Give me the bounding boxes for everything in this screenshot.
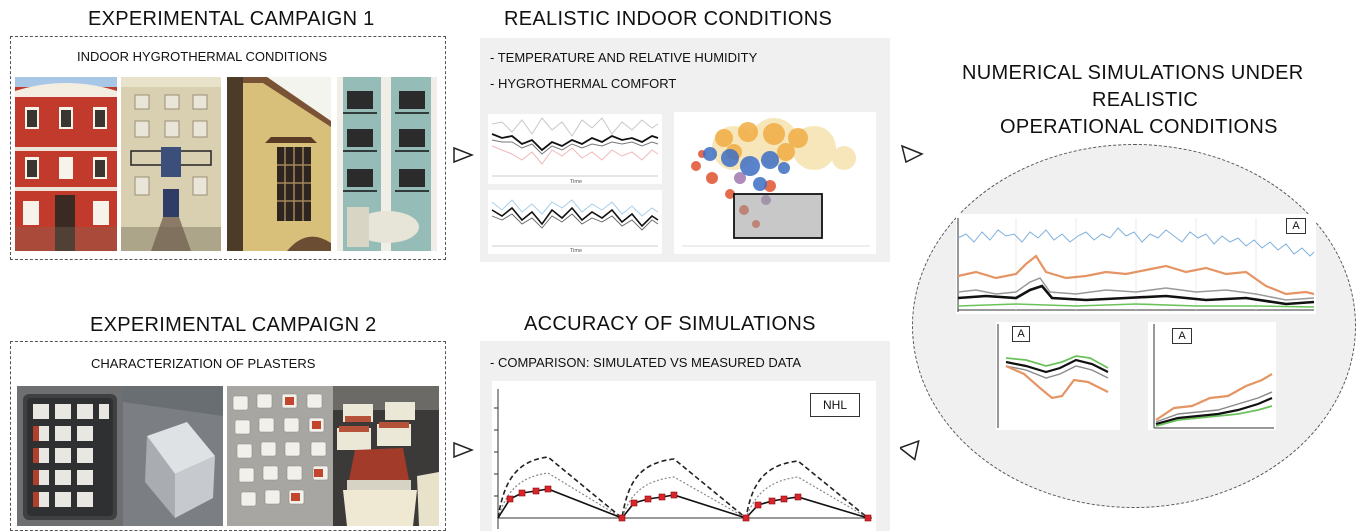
triangle-arrow-icon (452, 441, 474, 459)
temperature-timeseries-chart: Time (488, 114, 662, 184)
triangle-arrow-icon (452, 146, 474, 164)
numerical-title-line-1: NUMERICAL SIMULATIONS UNDER (962, 62, 1304, 84)
tag-a-right: A (1172, 328, 1192, 344)
accuracy-bullet: - COMPARISON: SIMULATED VS MEASURED DATA (490, 355, 802, 370)
time-axis-label-2: Time (570, 248, 582, 254)
campaign2-subtitle: CHARACTERIZATION OF PLASTERS (91, 356, 316, 371)
samples-on-cups-photo (333, 386, 439, 526)
operational-timeseries-chart: A (956, 214, 1316, 314)
building-photo-red (15, 77, 117, 251)
time-axis-label-1: Time (570, 179, 582, 184)
detail-chart-right: A (1148, 322, 1276, 430)
samples-tray-photo (17, 386, 123, 526)
realistic-bullet-2: - HYGROTHERMAL COMFORT (490, 76, 677, 91)
realistic-bullet-1: - TEMPERATURE AND RELATIVE HUMIDITY (490, 50, 758, 65)
nhl-tag: NHL (810, 393, 860, 417)
tag-a-main: A (1286, 218, 1306, 234)
accuracy-panel: - COMPARISON: SIMULATED VS MEASURED DATA… (480, 341, 890, 531)
triangle-arrow-icon (900, 440, 924, 462)
campaign1-frame: INDOOR HYGROTHERMAL CONDITIONS (10, 36, 446, 260)
realistic-title: REALISTIC INDOOR CONDITIONS (504, 8, 833, 30)
tag-a-left: A (1012, 326, 1030, 342)
detail-chart-left: A (996, 322, 1120, 430)
comfort-scatter-chart (674, 112, 876, 254)
campaign2-title: EXPERIMENTAL CAMPAIGN 2 (90, 314, 377, 336)
labeled-samples-photo (227, 386, 333, 526)
campaign1-subtitle: INDOOR HYGROTHERMAL CONDITIONS (77, 49, 328, 64)
building-photo-stone (121, 77, 221, 251)
triangle-arrow-icon (900, 142, 924, 164)
numerical-title-line-2: REALISTIC (1092, 89, 1199, 111)
sealed-sample-photo (123, 386, 223, 526)
campaign1-title: EXPERIMENTAL CAMPAIGN 1 (88, 8, 375, 30)
accuracy-title: ACCURACY OF SIMULATIONS (524, 313, 816, 335)
humidity-timeseries-chart: Time (488, 190, 662, 254)
campaign2-frame: CHARACTERIZATION OF PLASTERS (10, 341, 446, 531)
sorption-cycles-chart: NHL (492, 381, 876, 531)
building-photo-tiled (337, 77, 437, 251)
realistic-panel: - TEMPERATURE AND RELATIVE HUMIDITY - HY… (480, 38, 890, 262)
simulations-ellipse (912, 144, 1356, 508)
building-photo-yellow (227, 77, 331, 251)
numerical-title-line-3: OPERATIONAL CONDITIONS (1000, 116, 1278, 138)
